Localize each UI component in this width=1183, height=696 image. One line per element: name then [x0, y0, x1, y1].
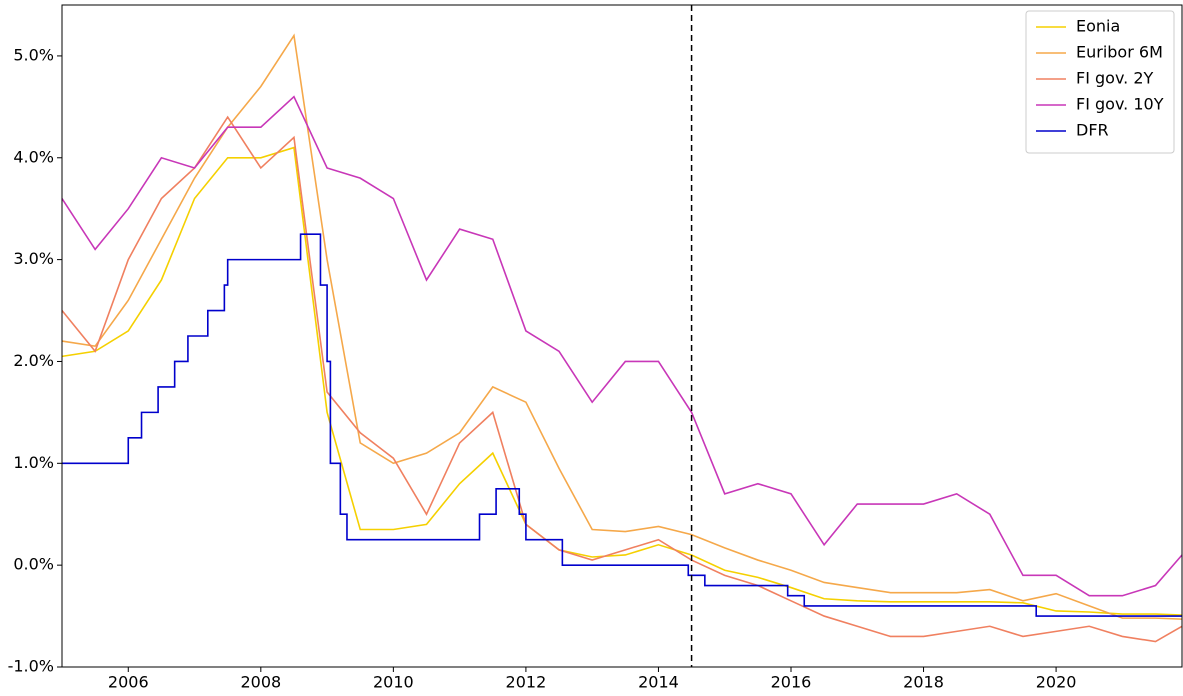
series-line — [61, 95, 1183, 597]
legend-box — [1025, 10, 1175, 154]
plot-frame — [61, 4, 1183, 668]
y-tick-label: 5.0% — [13, 45, 54, 64]
legend-label: FI gov. 10Y — [1076, 95, 1164, 114]
x-tick-label: 2018 — [903, 673, 944, 692]
legend: Eonia Euribor 6M FI gov. 2Y FI gov. 10Y DFR — [1025, 10, 1175, 154]
y-tick-label: 3.0% — [13, 249, 54, 268]
y-tick-label: 2.0% — [13, 351, 54, 370]
series-line — [61, 115, 1183, 643]
y-tick-label: -1.0% — [8, 657, 54, 676]
series-line — [61, 146, 1183, 616]
legend-label: Eonia — [1076, 17, 1120, 36]
x-tick-label: 2010 — [373, 673, 414, 692]
legend-label: Euribor 6M — [1076, 43, 1163, 62]
series-line — [62, 233, 1182, 617]
y-tick-label: 4.0% — [13, 147, 54, 166]
legend-label: FI gov. 2Y — [1076, 69, 1154, 88]
x-tick-label: 2020 — [1036, 673, 1077, 692]
y-tick-label: 1.0% — [13, 453, 54, 472]
x-tick-label: 2006 — [108, 673, 149, 692]
y-tick-label: 0.0% — [13, 555, 54, 574]
legend-label: DFR — [1076, 121, 1109, 140]
series-line — [61, 33, 1183, 620]
x-tick-label: 2014 — [638, 673, 679, 692]
x-tick-label: 2008 — [240, 673, 281, 692]
x-tick-label: 2016 — [771, 673, 812, 692]
x-tick-label: 2012 — [506, 673, 547, 692]
